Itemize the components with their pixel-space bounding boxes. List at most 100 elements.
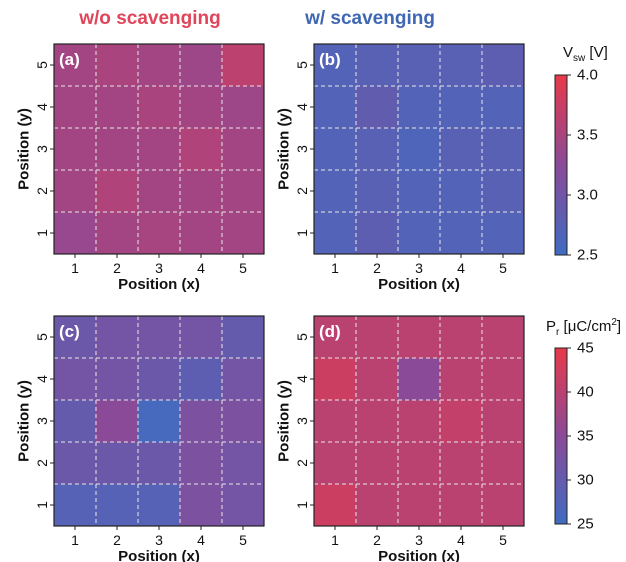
heatmap-cell [96, 484, 139, 527]
heatmap-cell [54, 86, 97, 129]
heatmap-cell [482, 484, 525, 527]
colorbar-tick-label: 35 [577, 428, 594, 445]
x-axis-label: Position (x) [378, 548, 460, 562]
heatmap-cell [54, 400, 97, 443]
heatmap-cell [314, 358, 357, 401]
heatmap-cell [482, 86, 525, 129]
header-without-scavenging: w/o scavenging [79, 8, 221, 29]
heatmap-cell [440, 44, 483, 87]
panel-letter: (d) [319, 322, 341, 341]
heatmap-cell [222, 358, 265, 401]
y-tick-label: 5 [294, 61, 310, 69]
heatmap-cell [398, 484, 441, 527]
colorbar [554, 74, 568, 256]
heatmap-cell [222, 212, 265, 255]
heatmap-cell [482, 442, 525, 485]
x-tick-label: 3 [155, 260, 163, 276]
heatmap-cell [356, 484, 399, 527]
y-tick-label: 2 [34, 459, 50, 467]
y-tick-label: 5 [294, 333, 310, 341]
heatmap-cell [440, 86, 483, 129]
heatmap-cell [54, 170, 97, 213]
heatmap-cell [96, 128, 139, 171]
x-tick-label: 2 [113, 260, 121, 276]
y-tick-label: 3 [34, 145, 50, 153]
heatmap-cell [180, 212, 223, 255]
heatmap-cell [314, 170, 357, 213]
heatmap-cell [180, 170, 223, 213]
colorbar-tick-label: 25 [577, 516, 594, 533]
heatmap-cell [314, 316, 357, 359]
heatmap-cell [96, 316, 139, 359]
heatmap-cell [314, 44, 357, 87]
heatmap-cell [482, 358, 525, 401]
y-tick-label: 5 [34, 333, 50, 341]
heatmap-cell [398, 212, 441, 255]
heatmap-cell [96, 358, 139, 401]
y-tick-label: 2 [294, 459, 310, 467]
heatmap-cell [180, 86, 223, 129]
heatmap-cell [96, 86, 139, 129]
y-tick-label: 2 [294, 187, 310, 195]
heatmap-cell [138, 128, 181, 171]
y-tick-label: 3 [294, 417, 310, 425]
heatmap-cell [180, 316, 223, 359]
heatmap-cell [398, 358, 441, 401]
heatmap-cell [356, 212, 399, 255]
panel-letter: (a) [59, 50, 80, 69]
heatmap-cell [314, 86, 357, 129]
heatmap-cell [138, 212, 181, 255]
colorbar-tick-label: 3.0 [577, 187, 598, 204]
x-tick-label: 5 [499, 260, 507, 276]
y-tick-label: 4 [34, 103, 50, 111]
heatmap-cell [440, 170, 483, 213]
heatmap-cell [440, 212, 483, 255]
x-tick-label: 4 [197, 532, 205, 548]
heatmap-cell [398, 86, 441, 129]
x-tick-label: 4 [457, 260, 465, 276]
heatmap-cell [314, 400, 357, 443]
heatmap-cell [180, 442, 223, 485]
heatmap-cell [356, 128, 399, 171]
y-axis-label: Position (y) [276, 380, 293, 462]
heatmap-cell [482, 316, 525, 359]
heatmap-cell [356, 358, 399, 401]
y-tick-label: 1 [294, 501, 310, 509]
colorbar-tick-label: 4.0 [577, 67, 598, 84]
heatmap-cell [356, 442, 399, 485]
colorbar-top-label: Vsw [V] [563, 44, 608, 64]
x-tick-label: 2 [373, 532, 381, 548]
y-tick-label: 4 [294, 375, 310, 383]
heatmap-cell [138, 400, 181, 443]
colorbar-tick-label: 2.5 [577, 247, 598, 264]
heatmap-cell [482, 400, 525, 443]
x-tick-label: 4 [197, 260, 205, 276]
heatmap-cell [138, 358, 181, 401]
heatmap-cell [222, 44, 265, 87]
heatmap-cell [356, 316, 399, 359]
y-tick-label: 1 [34, 501, 50, 509]
colorbar [554, 347, 568, 525]
heatmap-cell [398, 400, 441, 443]
heatmap-cell [314, 128, 357, 171]
heatmap-cell [54, 358, 97, 401]
y-axis-label: Position (y) [16, 108, 33, 190]
heatmap-cell [222, 316, 265, 359]
x-tick-label: 3 [415, 532, 423, 548]
heatmap-cell [398, 44, 441, 87]
heatmap-cell [482, 212, 525, 255]
heatmap-cell [180, 358, 223, 401]
heatmap-cell [54, 212, 97, 255]
x-tick-label: 2 [113, 532, 121, 548]
x-tick-label: 1 [331, 260, 339, 276]
heatmap-cell [222, 484, 265, 527]
heatmap-cell [138, 316, 181, 359]
heatmap-cell [440, 358, 483, 401]
x-axis-label: Position (x) [118, 548, 200, 562]
x-axis-label: Position (x) [118, 276, 200, 293]
heatmap-cell [314, 212, 357, 255]
heatmap-cell [314, 442, 357, 485]
colorbar-tick-label: 3.5 [577, 127, 598, 144]
x-tick-label: 1 [71, 532, 79, 548]
